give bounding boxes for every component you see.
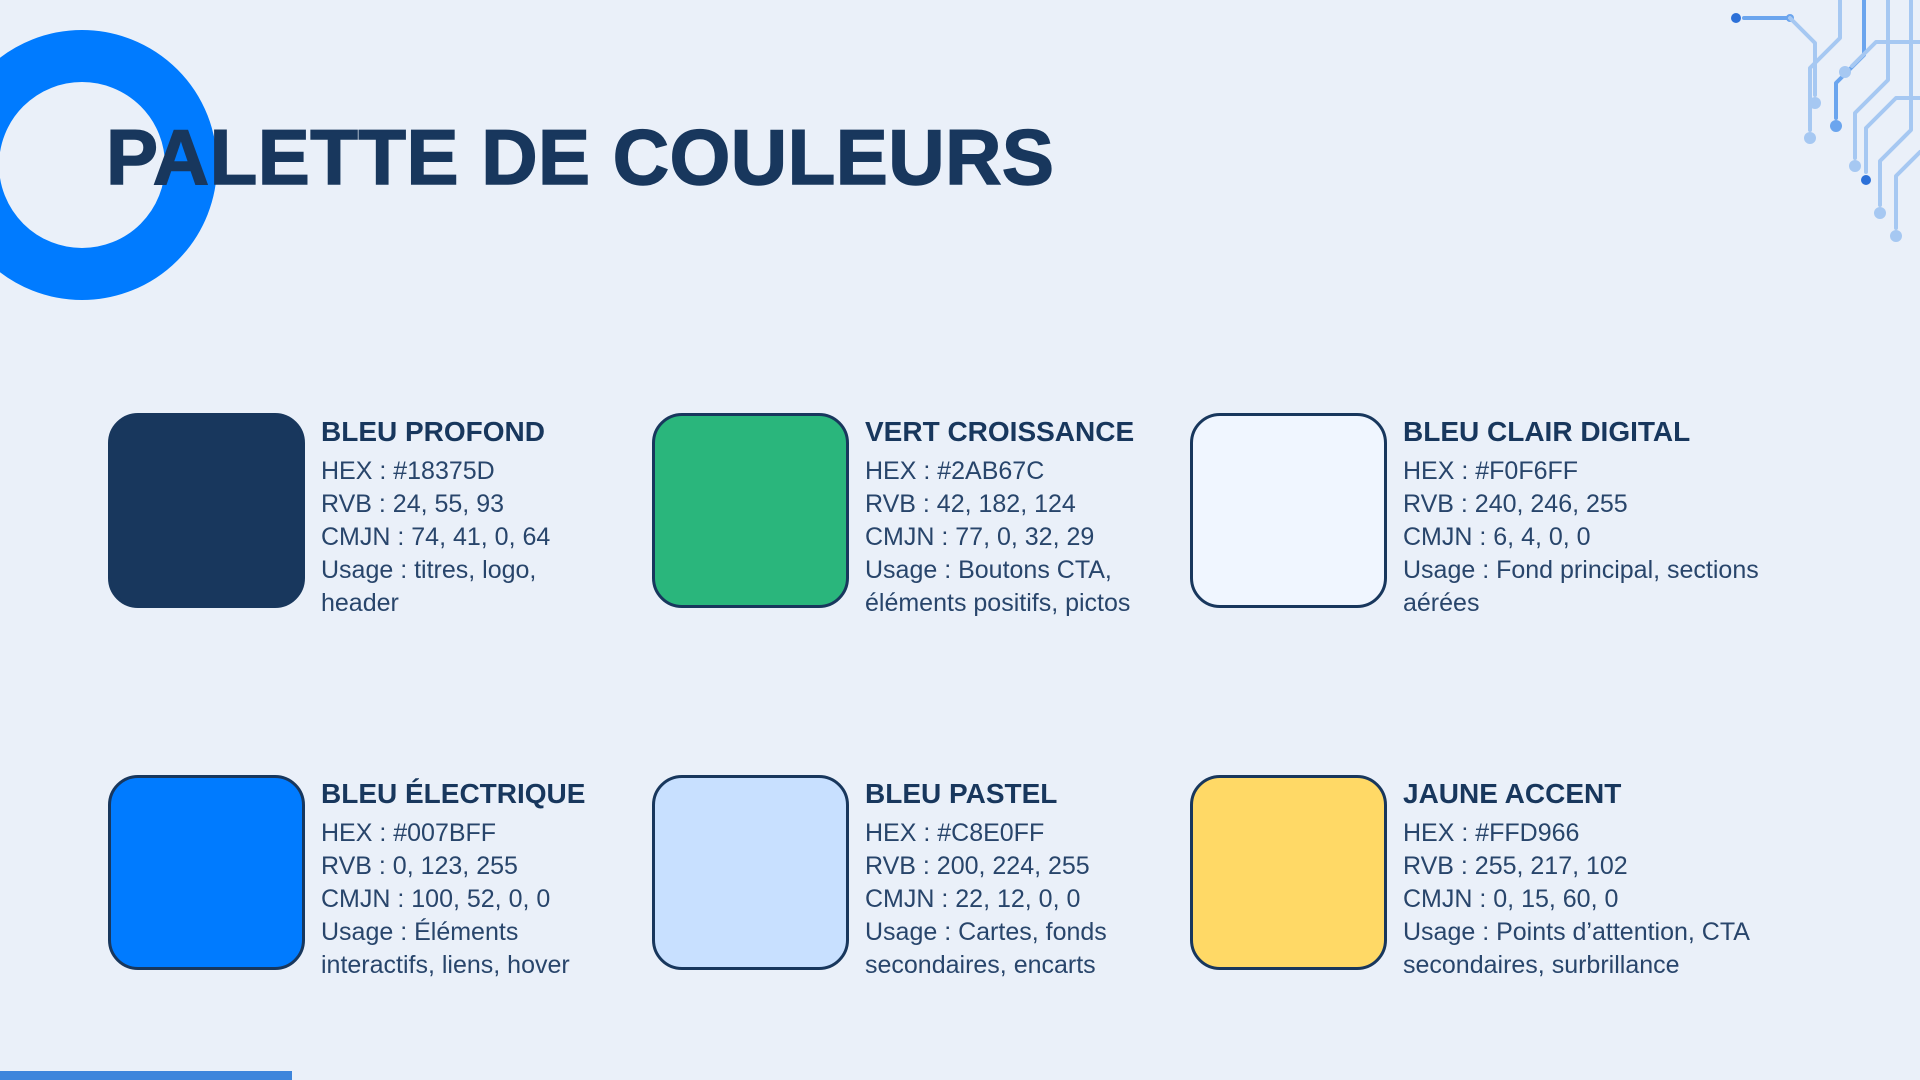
- usage-line: aérées: [1403, 589, 1480, 617]
- usage-line: Usage : Points d’attention, CTA: [1403, 918, 1750, 946]
- usage-line: éléments positifs, pictos: [865, 589, 1131, 617]
- cmjn-value: CMJN : 22, 12, 0, 0: [865, 885, 1081, 913]
- color-name: BLEU ÉLECTRIQUE: [321, 778, 586, 809]
- cmjn-value: CMJN : 74, 41, 0, 64: [321, 523, 551, 551]
- usage-line: Usage : Éléments: [321, 918, 519, 946]
- color-name: BLEU PROFOND: [321, 416, 545, 447]
- usage-line: interactifs, liens, hover: [321, 951, 570, 979]
- hex-value: HEX : #2AB67C: [865, 457, 1045, 485]
- usage-line: Usage : titres, logo,: [321, 556, 537, 584]
- color-swatch: [652, 413, 849, 608]
- color-card-bleu-electrique: BLEU ÉLECTRIQUE HEX : #007BFF RVB : 0, 1…: [108, 775, 585, 982]
- hex-value: HEX : #FFD966: [1403, 819, 1580, 847]
- rvb-value: RVB : 200, 224, 255: [865, 852, 1090, 880]
- color-info: BLEU PROFOND HEX : #18375D RVB : 24, 55,…: [321, 413, 550, 620]
- cmjn-value: CMJN : 0, 15, 60, 0: [1403, 885, 1619, 913]
- usage-line: header: [321, 589, 399, 617]
- cmjn-value: CMJN : 6, 4, 0, 0: [1403, 523, 1591, 551]
- color-swatch: [108, 775, 305, 970]
- hex-value: HEX : #F0F6FF: [1403, 457, 1579, 485]
- bottom-accent-bar: [0, 1071, 292, 1080]
- color-name: VERT CROISSANCE: [865, 416, 1135, 447]
- cmjn-value: CMJN : 100, 52, 0, 0: [321, 885, 551, 913]
- color-card-vert-croissance: VERT CROISSANCE HEX : #2AB67C RVB : 42, …: [652, 413, 1134, 620]
- color-swatch: [652, 775, 849, 970]
- usage-line: Usage : Fond principal, sections: [1403, 556, 1759, 584]
- color-swatch: [1190, 413, 1387, 608]
- hex-value: HEX : #18375D: [321, 457, 495, 485]
- color-info: BLEU PASTEL HEX : #C8E0FF RVB : 200, 224…: [865, 775, 1107, 982]
- rvb-value: RVB : 0, 123, 255: [321, 852, 518, 880]
- hex-value: HEX : #007BFF: [321, 819, 497, 847]
- rvb-value: RVB : 255, 217, 102: [1403, 852, 1628, 880]
- page-title: PALETTE DE COULEURS: [105, 112, 1055, 202]
- color-card-bleu-clair-digital: BLEU CLAIR DIGITAL HEX : #F0F6FF RVB : 2…: [1190, 413, 1759, 620]
- color-info: BLEU CLAIR DIGITAL HEX : #F0F6FF RVB : 2…: [1403, 413, 1759, 620]
- usage-line: Usage : Cartes, fonds: [865, 918, 1107, 946]
- color-card-bleu-pastel: BLEU PASTEL HEX : #C8E0FF RVB : 200, 224…: [652, 775, 1107, 982]
- color-info: VERT CROISSANCE HEX : #2AB67C RVB : 42, …: [865, 413, 1134, 620]
- color-info: BLEU ÉLECTRIQUE HEX : #007BFF RVB : 0, 1…: [321, 775, 585, 982]
- rvb-value: RVB : 24, 55, 93: [321, 490, 504, 518]
- usage-line: Usage : Boutons CTA,: [865, 556, 1112, 584]
- color-name: JAUNE ACCENT: [1403, 778, 1622, 809]
- usage-line: secondaires, encarts: [865, 951, 1096, 979]
- color-swatch: [1190, 775, 1387, 970]
- color-card-bleu-profond: BLEU PROFOND HEX : #18375D RVB : 24, 55,…: [108, 413, 550, 620]
- rvb-value: RVB : 42, 182, 124: [865, 490, 1076, 518]
- rvb-value: RVB : 240, 246, 255: [1403, 490, 1628, 518]
- color-swatch: [108, 413, 305, 608]
- hex-value: HEX : #C8E0FF: [865, 819, 1045, 847]
- color-info: JAUNE ACCENT HEX : #FFD966 RVB : 255, 21…: [1403, 775, 1750, 982]
- circuit-board-icon: [1731, 0, 1920, 242]
- color-name: BLEU CLAIR DIGITAL: [1403, 416, 1691, 447]
- cmjn-value: CMJN : 77, 0, 32, 29: [865, 523, 1095, 551]
- color-name: BLEU PASTEL: [865, 778, 1058, 809]
- usage-line: secondaires, surbrillance: [1403, 951, 1680, 979]
- color-card-jaune-accent: JAUNE ACCENT HEX : #FFD966 RVB : 255, 21…: [1190, 775, 1750, 982]
